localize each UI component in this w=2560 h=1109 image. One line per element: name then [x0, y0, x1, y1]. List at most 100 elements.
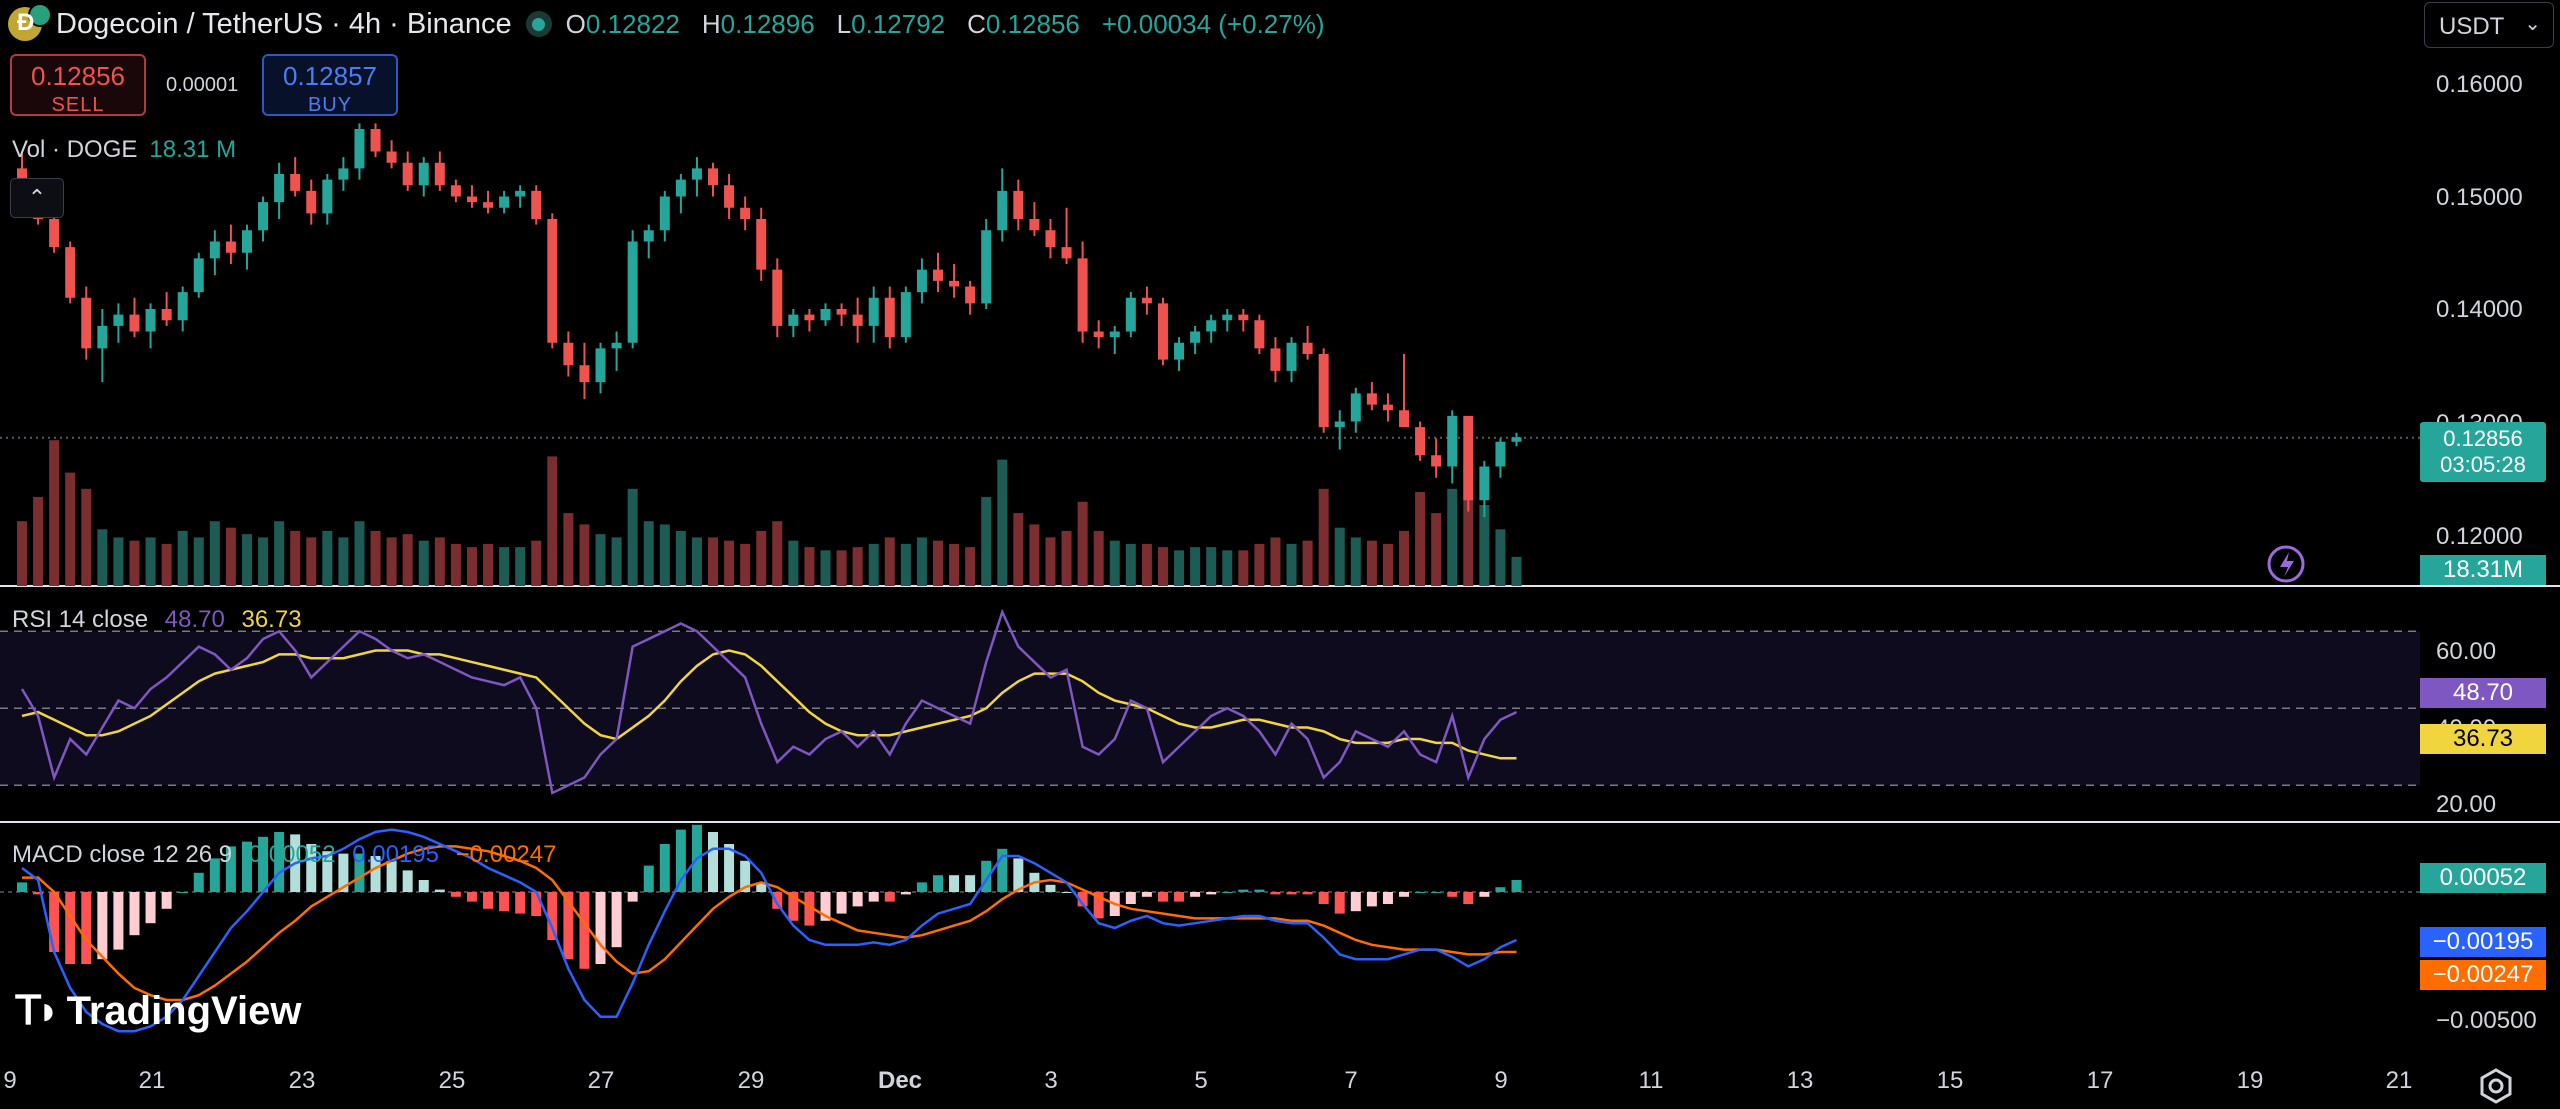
bolt-icon	[2280, 552, 2294, 577]
macd-histogram-bar	[97, 892, 108, 960]
volume-bar	[868, 543, 879, 586]
candle-body	[1125, 297, 1136, 332]
volume-bar	[450, 543, 461, 586]
candle-body	[1157, 303, 1168, 360]
tradingview-watermark[interactable]: ꓔ◗ TradingView	[16, 988, 301, 1034]
sell-button[interactable]: 0.12856 SELL	[10, 54, 146, 116]
macd-histogram-bar	[499, 892, 510, 912]
volume-bar	[563, 513, 574, 586]
candle-body	[595, 348, 606, 383]
candle-body	[241, 230, 252, 253]
candle-body	[1350, 393, 1361, 422]
macd-histogram-bar	[1286, 892, 1297, 895]
macd-histogram-bar	[772, 892, 783, 909]
volume-bar	[1157, 547, 1168, 586]
market-status-icon[interactable]	[525, 11, 552, 37]
candle-body	[65, 247, 76, 298]
candle-body	[1270, 348, 1281, 371]
currency-value: USDT	[2439, 13, 2505, 40]
candle-body	[418, 162, 429, 186]
macd-histogram-bar	[1447, 892, 1458, 897]
macd-legend-label: MACD close 12 26 9	[12, 841, 233, 868]
macd-histogram-bar	[1366, 892, 1377, 907]
candle-body	[675, 179, 686, 197]
candle-body	[177, 292, 188, 321]
candle-body	[193, 258, 204, 293]
candle-body	[1206, 320, 1217, 332]
macd-histogram-bar	[33, 892, 44, 895]
volume-bar	[691, 537, 702, 586]
volume-bar	[804, 547, 815, 586]
candle-body	[1463, 415, 1474, 501]
volume-bar	[1318, 488, 1329, 586]
macd-histogram-bar	[1463, 892, 1474, 904]
volume-bar	[724, 540, 735, 586]
rsi-legend[interactable]: RSI 14 close 48.70 36.73	[12, 606, 302, 634]
volume-bar	[322, 530, 333, 586]
bar-countdown: 03:05:28	[2440, 452, 2526, 477]
macd-histogram-bar	[1431, 892, 1442, 893]
volume-bar	[981, 496, 992, 586]
high-label: H	[701, 8, 721, 39]
candle-body	[1431, 455, 1442, 467]
candle-body	[49, 219, 60, 248]
currency-select[interactable]: USDT ⌄	[2424, 2, 2554, 48]
macd-histogram-bar	[1190, 892, 1201, 897]
volume-bar	[1109, 540, 1120, 586]
volume-bar	[290, 530, 301, 586]
candle-body	[1093, 331, 1104, 338]
volume-bar	[1447, 488, 1458, 586]
symbol-title[interactable]: Dogecoin / TetherUS · 4h · Binance	[56, 7, 512, 40]
macd-histogram-bar	[1157, 892, 1168, 902]
candle-body	[434, 162, 445, 186]
settings-gear-icon[interactable]	[2476, 1066, 2516, 1106]
time-tick: 19	[2236, 1067, 2264, 1094]
volume-bar	[884, 537, 895, 586]
volume-bar	[579, 524, 590, 586]
volume-bar	[772, 521, 783, 586]
buy-button[interactable]: 0.12857 BUY	[262, 54, 398, 116]
candle-body	[161, 309, 172, 321]
candle-body	[1415, 427, 1426, 456]
volume-bar	[338, 537, 349, 586]
volume-bar	[916, 537, 927, 586]
candle-body	[225, 241, 236, 253]
candle-body	[691, 168, 702, 180]
candle-body	[1318, 354, 1329, 428]
macd-histogram-bar	[306, 844, 317, 892]
candle-body	[836, 309, 847, 315]
time-tick: 21	[2385, 1067, 2413, 1094]
candle-body	[820, 309, 831, 321]
volume-bar	[1190, 547, 1201, 586]
candle-body	[627, 241, 638, 343]
candle-body	[611, 342, 622, 349]
volume-bar	[402, 534, 413, 586]
collapse-legend-button[interactable]: ⌃	[10, 178, 64, 218]
macd-histogram-bar	[820, 892, 831, 921]
volume-bar	[1286, 543, 1297, 586]
macd-legend[interactable]: MACD close 12 26 9 0.00052 0.00195 −0.00…	[12, 841, 556, 869]
candle-body	[1190, 331, 1201, 343]
volume-bar	[1061, 530, 1072, 586]
candle-body	[258, 202, 269, 231]
macd-line	[21, 828, 1518, 1033]
volume-bar	[274, 521, 285, 586]
candle-body	[900, 292, 911, 338]
volume-bar	[1415, 492, 1426, 586]
macd-histogram-bar	[1415, 892, 1426, 893]
candle-body	[1286, 342, 1297, 371]
rsi-badge: 48.70	[2420, 678, 2546, 708]
volume-bar	[1479, 505, 1490, 586]
macd-histogram-bar	[852, 892, 863, 907]
macd-histogram-bar	[1399, 892, 1410, 897]
macd-hist-badge: 0.00052	[2420, 863, 2546, 893]
candle-body	[1302, 342, 1313, 354]
volume-bar	[1366, 540, 1377, 586]
replay-icon[interactable]	[2267, 545, 2305, 583]
price-tick: 0.16000	[2436, 71, 2523, 98]
volume-bar	[1174, 550, 1185, 586]
volume-legend[interactable]: Vol · DOGE 18.31 M	[12, 136, 236, 164]
candle-body	[483, 202, 494, 208]
volume-bar	[1431, 513, 1442, 586]
